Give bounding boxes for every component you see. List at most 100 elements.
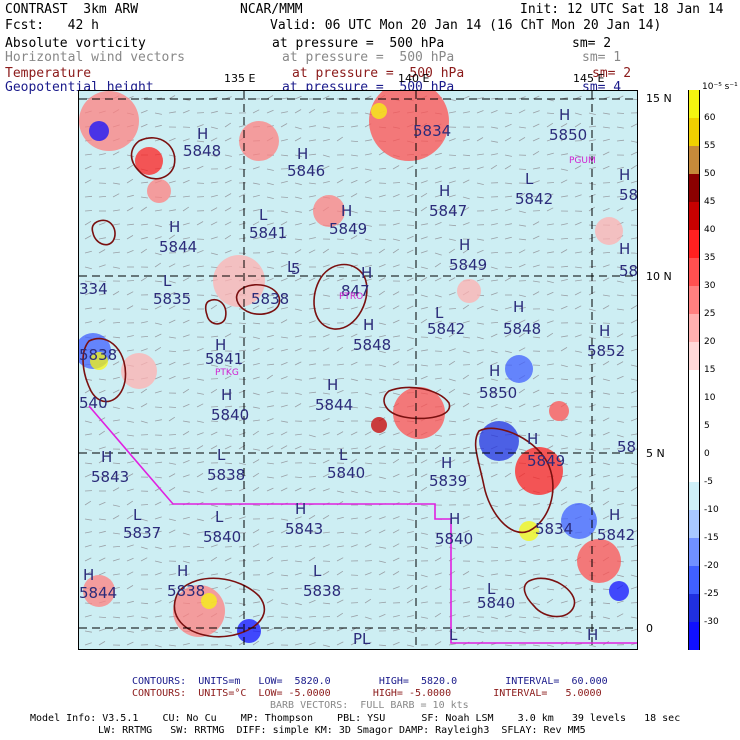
wind-barb [112,462,121,465]
wind-barb [140,336,149,338]
vorticity-patch [457,279,481,303]
colorbar-tick-label: 30 [704,281,716,291]
wind-barb [574,599,582,604]
wind-barb [602,500,610,506]
wind-barb [462,446,470,450]
wind-barb [518,210,526,214]
wind-barb [462,179,470,184]
wind-barb [336,378,345,380]
wind-barb [574,587,582,590]
vorticity-patch [549,401,569,421]
wind-barb [336,278,344,282]
wind-barb [252,209,260,212]
wind-barb [168,375,176,380]
wind-barb [266,476,274,479]
wind-barb [532,264,540,268]
wind-barb [126,630,134,633]
wind-barb [196,165,204,170]
wind-barb [616,600,624,604]
wind-barb [392,378,400,381]
wind-barb [364,168,372,171]
wind-barb [546,392,555,395]
wind-barb [280,602,288,605]
wind-barb [546,574,555,576]
wind-barb [252,363,260,366]
colorbar-unit: 10⁻⁵ s⁻¹ [702,82,738,92]
wind-barb [112,182,120,185]
wind-barb [336,545,344,548]
field-sm-temperature: sm= 2 [592,66,632,81]
wind-barb [112,361,120,366]
wind-barb [280,139,288,142]
wind-barb [154,252,162,256]
wind-barb [546,223,554,226]
wind-barb [504,236,512,240]
wind-barb [560,168,568,171]
wind-barb [98,501,106,506]
model-info-line1: Model Info: V3.5.1 CU: No Cu MP: Thompso… [30,713,681,724]
wind-barb [224,207,232,212]
wind-barb [476,377,484,380]
wind-barb [448,630,456,634]
wind-barb [462,304,470,310]
wind-barb [238,237,246,240]
wind-barb [518,238,527,241]
wind-barb [560,584,568,590]
high-marker: H [169,218,181,236]
wind-barb [504,306,512,310]
wind-barb [308,125,316,128]
wind-barb [462,460,470,464]
wind-barb [308,249,316,254]
wind-barb [308,599,316,604]
wind-barb [126,615,134,618]
vorticity-patch [515,447,563,495]
wind-barb [168,221,176,226]
wind-barb [616,516,624,520]
wind-barb [546,112,555,114]
wind-barb [294,137,302,142]
wind-barb [560,179,568,184]
wind-barb [630,559,637,562]
height-value-label: 584 [617,438,637,456]
wind-barb [616,350,624,353]
wind-barb [322,95,330,100]
wind-barb [196,321,204,324]
wind-barb [294,433,302,436]
wind-barb [280,431,288,436]
wind-barb [126,488,134,492]
wind-barb [378,644,387,647]
wind-barb [322,264,330,268]
wind-barb [616,392,625,394]
wind-barb [630,433,637,436]
wind-barb [238,570,246,576]
wind-barb [490,97,499,100]
wind-barb [574,448,583,451]
wind-barb [350,347,358,352]
wind-barb [266,335,274,338]
wind-barb [476,336,484,340]
height-value-label: 5841 [249,224,288,242]
wind-barb [490,546,499,549]
wind-barb [182,546,191,548]
wind-barb [126,447,135,450]
height-value-label: 5849 [527,452,566,470]
wind-barb [350,210,358,214]
wind-barb [420,486,428,492]
wind-barb [588,336,596,340]
wind-barb [266,588,274,591]
low-marker: L [435,304,444,322]
wind-barb [602,138,610,142]
wind-barb [196,473,204,478]
wind-barb [196,392,204,395]
wind-barb [126,223,134,226]
wind-barb [546,588,555,591]
wind-barb [98,280,107,282]
wind-barb [448,348,456,352]
wind-barb [140,110,148,114]
wind-barb [280,574,289,577]
vorticity-patch [89,121,109,141]
wind-barb [182,420,190,423]
wind-barb [434,208,442,212]
colorbar-segment [688,286,700,314]
wind-barb [294,126,302,130]
